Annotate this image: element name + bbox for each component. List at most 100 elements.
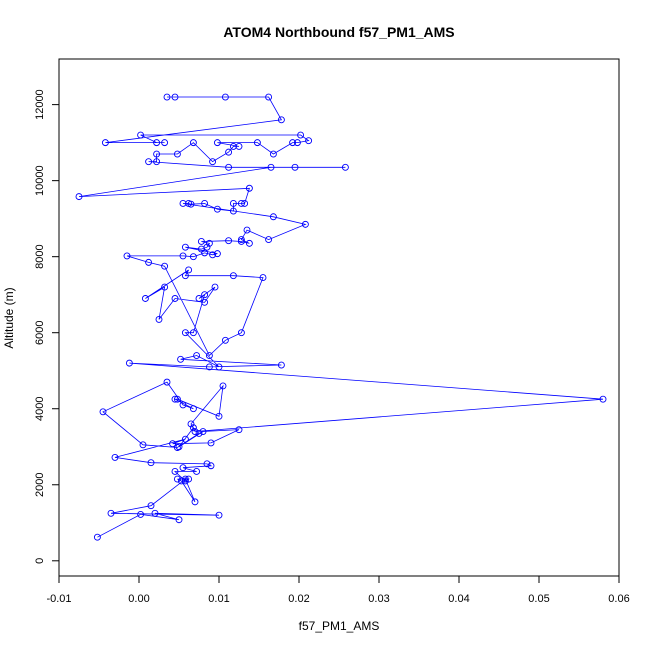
data-point: [75, 193, 83, 201]
data-point: [599, 395, 607, 403]
data-point: [201, 291, 209, 299]
x-tick-label: 0.05: [528, 593, 549, 605]
data-point: [171, 395, 179, 403]
data-point: [213, 250, 221, 258]
data-point: [205, 352, 213, 359]
y-tick-label: 10000: [34, 165, 46, 196]
data-point: [291, 163, 299, 171]
data-point: [225, 148, 233, 156]
data-point: [153, 139, 161, 147]
data-point: [171, 295, 179, 302]
data-point: [99, 408, 107, 416]
data-series: [75, 93, 607, 541]
data-point: [205, 239, 213, 247]
data-point: [147, 459, 155, 467]
data-point: [191, 498, 199, 506]
data-point: [153, 150, 161, 158]
data-point: [189, 329, 197, 337]
data-point: [293, 139, 301, 147]
data-point: [139, 441, 147, 449]
data-point: [193, 352, 201, 359]
x-tick-label: 0.00: [128, 593, 149, 605]
data-point: [211, 283, 219, 291]
data-point: [219, 382, 227, 390]
data-point: [195, 295, 203, 302]
data-point: [163, 378, 171, 386]
data-point: [209, 251, 217, 259]
data-point: [229, 272, 237, 280]
series-line: [78, 96, 604, 538]
data-point: [145, 258, 153, 266]
data-point: [265, 93, 273, 101]
data-point: [141, 295, 149, 302]
data-point: [235, 426, 243, 434]
data-point: [173, 395, 181, 403]
data-point: [207, 462, 215, 470]
data-point: [269, 213, 277, 221]
data-point: [277, 116, 285, 124]
data-point: [301, 220, 309, 228]
data-point: [181, 475, 189, 483]
data-point: [265, 236, 273, 244]
data-point: [193, 468, 201, 475]
data-point: [201, 200, 209, 207]
data-point: [137, 510, 145, 518]
x-tick-label: 0.01: [208, 593, 229, 605]
data-point: [171, 93, 179, 101]
data-point: [175, 516, 183, 524]
data-point: [189, 405, 197, 413]
data-point: [111, 453, 119, 461]
data-point: [181, 329, 189, 337]
data-point: [235, 142, 243, 150]
data-point: [177, 477, 185, 485]
y-axis: 0 2000 4000 6000 8000 10000 12000: [34, 89, 60, 564]
data-point: [229, 200, 237, 207]
chart-title: ATOM4 Northbound f57_PM1_AMS: [223, 24, 454, 40]
data-point: [195, 429, 203, 437]
data-point: [163, 93, 171, 101]
data-point: [267, 163, 275, 171]
data-point: [177, 355, 185, 363]
data-point: [269, 150, 277, 158]
data-point: [245, 239, 253, 247]
data-point: [225, 163, 233, 171]
data-point: [305, 137, 313, 145]
data-point: [161, 139, 169, 147]
data-point: [93, 533, 101, 541]
data-point: [241, 200, 249, 207]
data-point: [203, 243, 211, 251]
data-point: [207, 439, 215, 447]
y-tick-label: 8000: [34, 244, 46, 268]
data-point: [225, 237, 233, 245]
data-point: [215, 511, 223, 519]
data-point: [187, 200, 195, 208]
data-point: [181, 243, 189, 251]
data-point: [179, 464, 187, 472]
data-point: [187, 420, 195, 428]
data-point: [197, 238, 205, 245]
data-point: [151, 509, 159, 517]
data-point: [341, 163, 349, 171]
data-point: [245, 184, 253, 192]
x-tick-label: 0.03: [368, 593, 389, 605]
data-point: [123, 252, 131, 260]
data-point: [259, 274, 267, 282]
data-point: [213, 139, 221, 147]
data-point: [209, 158, 217, 166]
x-axis: -0.01 0.00 0.01 0.02 0.03 0.04 0.05 0.06: [46, 575, 630, 605]
y-tick-label: 12000: [34, 89, 46, 120]
x-axis-label: f57_PM1_AMS: [299, 619, 380, 633]
data-point: [189, 139, 197, 147]
x-tick-label: 0.04: [448, 593, 469, 605]
data-point: [221, 93, 229, 101]
y-tick-label: 4000: [34, 396, 46, 420]
data-point: [101, 139, 109, 147]
x-tick-label: 0.02: [288, 593, 309, 605]
data-point: [199, 428, 207, 435]
data-point: [155, 315, 163, 323]
data-point: [237, 200, 245, 207]
data-point: [179, 252, 187, 260]
data-point: [161, 283, 169, 291]
data-point: [243, 226, 251, 234]
data-point: [213, 205, 221, 213]
